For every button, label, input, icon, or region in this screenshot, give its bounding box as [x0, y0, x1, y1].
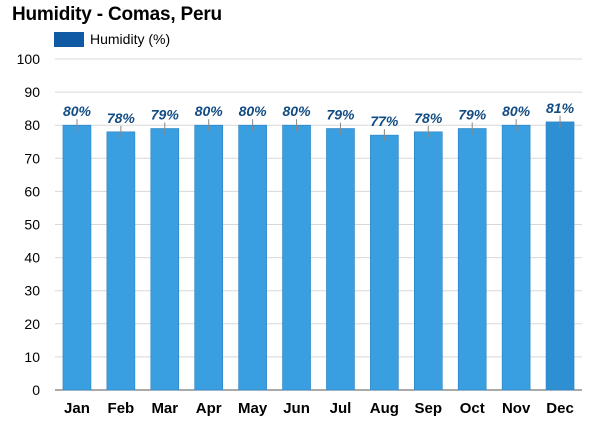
y-tick-label: 0 — [32, 382, 40, 398]
y-tick-label: 40 — [24, 250, 40, 266]
y-tick-label: 80 — [24, 117, 40, 133]
bar-jun — [282, 124, 311, 391]
y-tick-label: 90 — [24, 84, 40, 100]
bar-aug — [370, 134, 399, 391]
data-label: 78% — [107, 110, 136, 126]
y-tick-label: 100 — [17, 51, 41, 67]
data-label: 80% — [283, 103, 312, 119]
y-tick-label: 60 — [24, 183, 40, 199]
data-label: 79% — [151, 107, 180, 123]
data-label: 78% — [414, 110, 443, 126]
data-label: 79% — [458, 107, 487, 123]
data-label: 80% — [63, 103, 92, 119]
data-label: 79% — [326, 107, 355, 123]
x-tick-label: Jan — [64, 400, 90, 417]
x-tick-label: Jul — [330, 400, 352, 417]
bar-mar — [150, 128, 180, 391]
x-tick-label: Nov — [502, 400, 531, 417]
data-label: 81% — [546, 100, 575, 116]
bar-nov — [501, 124, 531, 391]
y-tick-label: 20 — [24, 316, 40, 332]
x-tick-label: Jun — [283, 400, 310, 417]
bar-dec — [545, 121, 575, 391]
bar-apr — [194, 124, 224, 391]
legend: Humidity (%) — [54, 31, 170, 47]
x-tick-label: Oct — [460, 400, 485, 417]
x-tick-label: Sep — [415, 400, 443, 417]
y-tick-label: 50 — [24, 217, 40, 233]
y-tick-label: 70 — [24, 150, 40, 166]
chart-title: Humidity - Comas, Peru — [12, 4, 222, 25]
data-label: 80% — [502, 103, 531, 119]
bar-may — [238, 124, 267, 391]
y-tick-label: 10 — [24, 349, 40, 365]
x-tick-label: Mar — [151, 400, 178, 417]
data-label: 80% — [239, 103, 268, 119]
x-tick-label: May — [238, 400, 268, 417]
bar-oct — [457, 128, 487, 391]
legend-swatch — [54, 31, 84, 47]
y-tick-label: 30 — [24, 283, 40, 299]
x-tick-label: Feb — [108, 400, 135, 417]
x-tick-label: Apr — [196, 400, 222, 417]
bar-feb — [106, 131, 136, 391]
bar-jul — [326, 128, 355, 391]
bar-jan — [62, 124, 92, 391]
legend-label: Humidity (%) — [90, 31, 171, 47]
bar-sep — [413, 131, 443, 391]
x-tick-label: Dec — [546, 400, 574, 417]
x-tick-label: Aug — [370, 400, 399, 417]
data-label: 80% — [195, 103, 224, 119]
data-label: 77% — [370, 113, 399, 129]
